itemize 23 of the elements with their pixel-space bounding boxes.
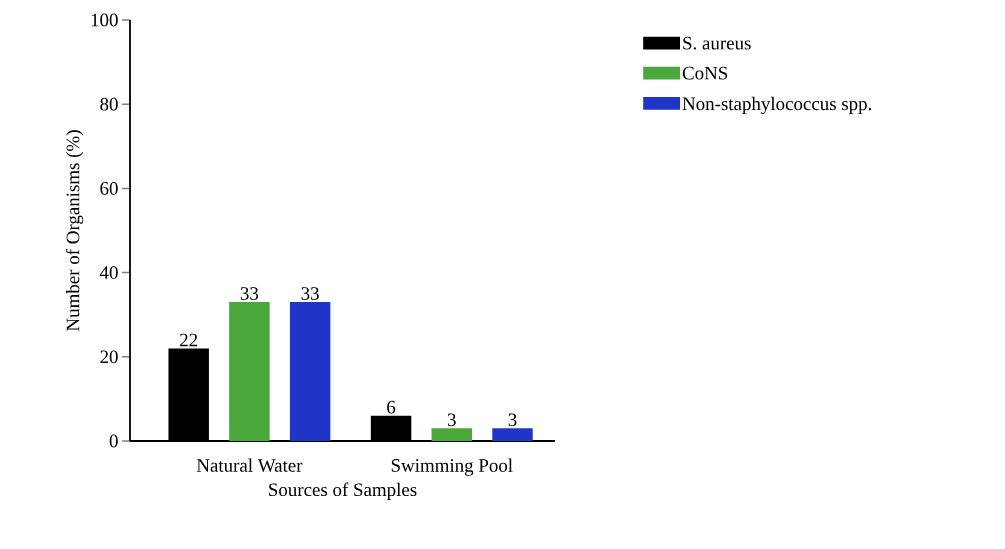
bar (229, 302, 270, 441)
data-label: 6 (387, 400, 396, 414)
data-label: 33 (301, 287, 319, 300)
y-tick-label: 20 (100, 350, 118, 364)
y-tick-label: 100 (91, 13, 118, 27)
legend-label: Non-staphylococcus spp. (682, 96, 872, 115)
bar (431, 428, 473, 441)
data-label: 22 (180, 333, 198, 347)
data-label: 3 (447, 413, 456, 427)
y-tick-label: 60 (100, 182, 118, 195)
y-tick-label: 0 (109, 434, 118, 448)
y-tick-label: 40 (99, 266, 118, 279)
data-label: 3 (508, 413, 517, 427)
data-label: 33 (240, 287, 259, 300)
legend-label: CoNS (682, 66, 728, 80)
x-tick-label: Swimming Pool (391, 458, 513, 476)
bar (289, 302, 331, 441)
bar (492, 428, 533, 441)
y-axis-title: Number of Organisms (%) (65, 130, 84, 331)
y-tick-label: 80 (100, 97, 118, 111)
x-tick-label: Natural Water (196, 458, 303, 472)
x-axis-title: Sources of Samples (269, 482, 417, 500)
legend-label: S. aureus (683, 36, 751, 50)
